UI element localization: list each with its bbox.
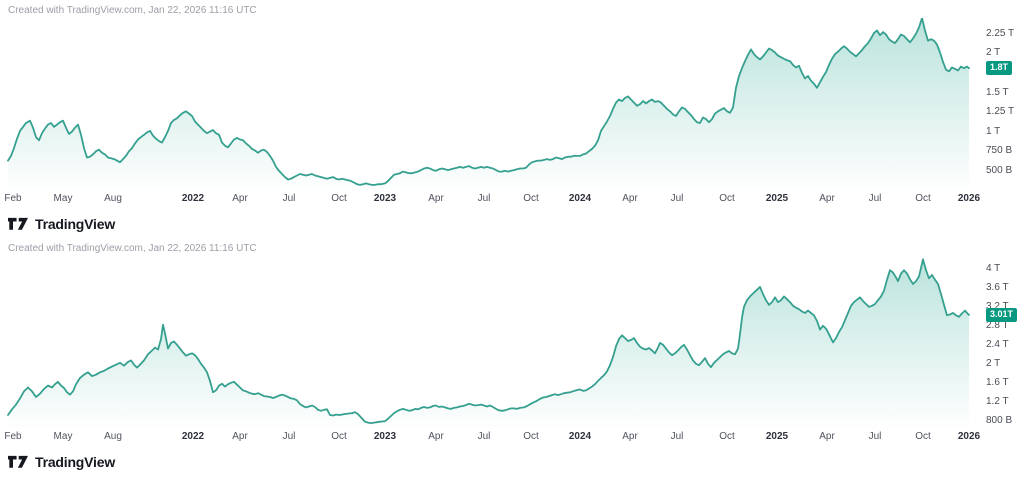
x-axis-label: Aug (104, 431, 122, 442)
x-axis-label: Oct (331, 431, 347, 442)
y-axis-label: 750 B (986, 145, 1013, 156)
x-axis-label: Jul (868, 431, 882, 442)
y-axis-label: 2 T (986, 358, 1001, 369)
x-axis-label: Aug (104, 193, 122, 204)
x-axis-label: Apr (232, 431, 248, 442)
x-axis-label: Jul (670, 431, 684, 442)
y-axis-label: 800 B (986, 415, 1013, 426)
x-axis-label: 2026 (957, 431, 981, 442)
x-axis-label: Apr (622, 193, 638, 204)
y-axis-label: 1.25 T (986, 106, 1015, 117)
area-chart-plot[interactable] (0, 256, 1024, 430)
x-axis-label: Apr (428, 431, 444, 442)
area-chart-plot[interactable] (0, 18, 1024, 192)
x-axis-label: Apr (622, 431, 638, 442)
x-axis-label: May (53, 193, 73, 204)
x-axis-label: 2024 (568, 193, 592, 204)
price-line (7, 258, 970, 424)
x-axis-label: 2025 (765, 431, 789, 442)
last-price-badge: 3.01T (986, 308, 1018, 322)
y-axis-label: 1.6 T (986, 377, 1009, 388)
y-axis-label: 500 B (986, 165, 1013, 176)
time-axis[interactable]: Feb May Aug 2022 Apr Jul Oct 2023 Apr Jul Oct 2024 A… (0, 430, 1024, 444)
tradingview-logo-text: TradingView (35, 454, 116, 470)
y-axis-label: 2.8 T (986, 320, 1009, 331)
x-axis-label: Apr (819, 431, 835, 442)
x-axis-label: Feb (4, 193, 22, 204)
price-line (7, 18, 970, 186)
tradingview-logo-link[interactable]: TradingView (8, 454, 115, 470)
tradingview-logo-icon (8, 455, 28, 468)
x-axis-label: Oct (523, 193, 539, 204)
x-axis-label: 2024 (568, 431, 592, 442)
y-axis-label: 1 T (986, 126, 1001, 137)
x-axis-label: Feb (4, 431, 22, 442)
y-axis-label: 3.6 T (986, 282, 1009, 293)
x-axis-label: Oct (523, 431, 539, 442)
y-axis-label: 1.5 T (986, 87, 1009, 98)
attribution-text: Created with TradingView.com, Jan 22, 20… (8, 5, 257, 16)
x-axis-label: Jul (282, 193, 296, 204)
x-axis-label: Jul (477, 193, 491, 204)
tradingview-logo-icon (8, 217, 28, 230)
tradingview-logo-text: TradingView (35, 216, 116, 232)
x-axis-label: 2023 (373, 193, 397, 204)
time-axis[interactable]: Feb May Aug 2022 Apr Jul Oct 2023 Apr Jul Oct 2024 A… (0, 192, 1024, 206)
y-axis-label: 2.4 T (986, 339, 1009, 350)
x-axis-label: Jul (868, 193, 882, 204)
y-axis-label: 1.2 T (986, 396, 1009, 407)
chart-block-bottom: Created with TradingView.com, Jan 22, 20… (0, 238, 1024, 476)
price-axis[interactable]: 4 T 3.6 T 3.2 T 2.8 T 2.4 T 2 T 1.6 T 1.2 T 800 … (984, 256, 1024, 430)
x-axis-label: Oct (331, 193, 347, 204)
y-axis-label: 2 T (986, 47, 1001, 58)
x-axis-label: Oct (915, 193, 931, 204)
x-axis-label: 2022 (181, 431, 205, 442)
x-axis-label: 2023 (373, 431, 397, 442)
x-axis-label: May (53, 431, 73, 442)
x-axis-label: Oct (719, 431, 735, 442)
x-axis-label: Oct (915, 431, 931, 442)
y-axis-label: 2.25 T (986, 28, 1015, 39)
last-price-badge: 1.8T (986, 61, 1013, 75)
x-axis-label: Jul (670, 193, 684, 204)
area-fill (8, 18, 969, 192)
x-axis-label: Jul (477, 431, 491, 442)
x-axis-label: Apr (232, 193, 248, 204)
x-axis-label: Oct (719, 193, 735, 204)
x-axis-label: 2026 (957, 193, 981, 204)
x-axis-label: Apr (428, 193, 444, 204)
y-axis-label: 3.2 T (986, 301, 1009, 312)
x-axis-label: 2022 (181, 193, 205, 204)
x-axis-label: Apr (819, 193, 835, 204)
x-axis-label: 2025 (765, 193, 789, 204)
price-axis[interactable]: 2.25 T 2 T 1.5 T 1.25 T 1 T 750 B 500 B (984, 18, 1024, 192)
x-axis-label: Jul (282, 431, 296, 442)
tradingview-logo-link[interactable]: TradingView (8, 216, 115, 232)
attribution-text: Created with TradingView.com, Jan 22, 20… (8, 243, 257, 254)
chart-block-top: Created with TradingView.com, Jan 22, 20… (0, 0, 1024, 238)
y-axis-label: 4 T (986, 263, 1001, 274)
area-fill (8, 259, 969, 430)
